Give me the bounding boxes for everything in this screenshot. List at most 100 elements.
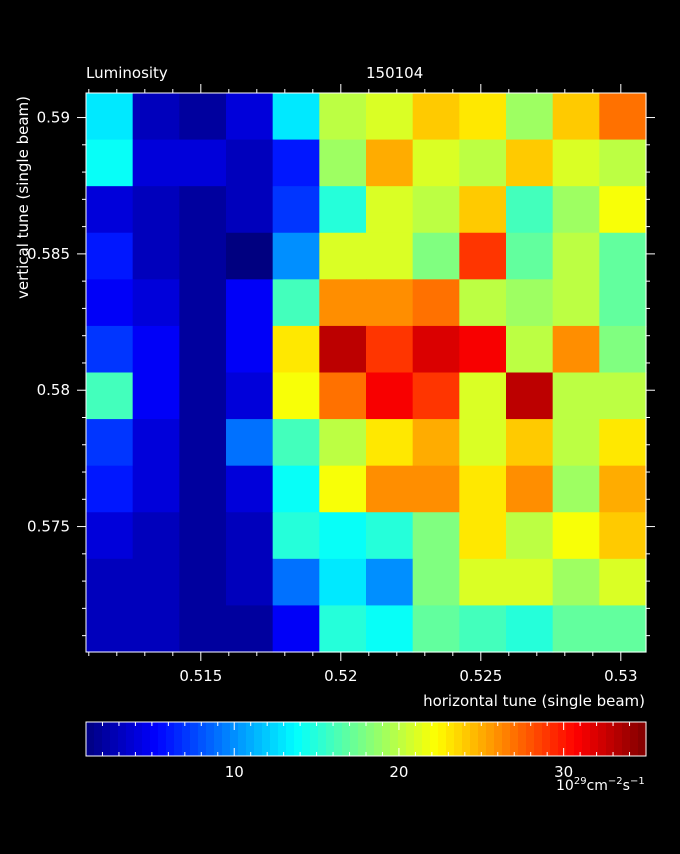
colorbar-step xyxy=(262,722,271,756)
heatmap-cell xyxy=(319,558,367,607)
heatmap-cell xyxy=(599,279,647,327)
heatmap-cell xyxy=(272,372,320,420)
heatmap-cell xyxy=(132,512,180,560)
colorbar-step xyxy=(390,722,399,756)
heatmap-cell xyxy=(552,93,600,141)
colorbar-step xyxy=(438,722,447,756)
colorbar-step xyxy=(422,722,431,756)
colorbar-step xyxy=(486,722,495,756)
heatmap-cell xyxy=(272,232,320,280)
colorbar-step xyxy=(526,722,535,756)
heatmap-cell xyxy=(506,279,554,327)
heatmap-cell xyxy=(506,512,554,560)
heatmap-cell xyxy=(412,465,460,513)
heatmap-cell xyxy=(319,139,367,187)
x-tick-label: 0.52 xyxy=(324,667,357,685)
colorbar-step xyxy=(518,722,527,756)
colorbar-step xyxy=(358,722,367,756)
heatmap-cell xyxy=(179,558,227,607)
colorbar-step xyxy=(574,722,583,756)
colorbar-step xyxy=(166,722,175,756)
heatmap-cell xyxy=(459,93,507,141)
heatmap-cell xyxy=(412,279,460,327)
heatmap-cell xyxy=(226,605,274,653)
heatmap-cell xyxy=(412,232,460,280)
colorbar-step xyxy=(398,722,407,756)
heatmap-cell xyxy=(319,419,367,467)
heatmap-cell xyxy=(552,139,600,187)
colorbar-step xyxy=(318,722,327,756)
heatmap-cell xyxy=(86,372,134,420)
colorbar-step xyxy=(374,722,383,756)
colorbar-step xyxy=(622,722,631,756)
heatmap-cell xyxy=(506,372,554,420)
heatmap-cells xyxy=(86,93,647,653)
colorbar-step xyxy=(86,722,95,756)
y-tick-label: 0.59 xyxy=(37,109,70,127)
colorbar-step xyxy=(582,722,591,756)
heatmap-cell xyxy=(366,605,414,653)
heatmap-cell xyxy=(599,186,647,234)
heatmap-cell xyxy=(459,419,507,467)
colorbar-step xyxy=(630,722,639,756)
heatmap-cell xyxy=(412,325,460,374)
heatmap-cell xyxy=(366,372,414,420)
colorbar-step xyxy=(342,722,351,756)
colorbar-step xyxy=(406,722,415,756)
plot-frame xyxy=(85,92,647,653)
colorbar-step xyxy=(510,722,519,756)
heatmap-cell xyxy=(272,325,320,374)
heatmap-cell xyxy=(226,512,274,560)
colorbar-step xyxy=(142,722,151,756)
colorbar-tick-label: 10 xyxy=(225,763,244,781)
colorbar-step xyxy=(230,722,239,756)
colorbar-step xyxy=(158,722,167,756)
heatmap-cell xyxy=(272,419,320,467)
heatmap-cell xyxy=(179,279,227,327)
heatmap-cell xyxy=(599,139,647,187)
colorbar-step xyxy=(454,722,463,756)
heatmap-cell xyxy=(599,325,647,374)
heatmap-cell xyxy=(366,279,414,327)
heatmap-cell xyxy=(132,186,180,234)
heatmap-cell xyxy=(272,139,320,187)
heatmap-cell xyxy=(226,279,274,327)
heatmap-cell xyxy=(459,279,507,327)
heatmap-cell xyxy=(459,372,507,420)
heatmap-cell xyxy=(506,419,554,467)
heatmap-cell xyxy=(179,465,227,513)
colorbar-step xyxy=(350,722,359,756)
colorbar-step xyxy=(150,722,159,756)
heatmap-cell xyxy=(366,139,414,187)
heatmap-cell xyxy=(506,325,554,374)
colorbar-step xyxy=(566,722,575,756)
heatmap-cell xyxy=(459,512,507,560)
colorbar-unit: 1029cm−2s−1 xyxy=(556,776,645,794)
heatmap-cell xyxy=(552,465,600,513)
unit-cm-exponent: −2 xyxy=(608,776,623,787)
colorbar-step xyxy=(502,722,511,756)
colorbar-step xyxy=(118,722,127,756)
heatmap-cell xyxy=(179,186,227,234)
heatmap-cell xyxy=(366,419,414,467)
heatmap-cell xyxy=(132,419,180,467)
x-tick-label: 0.53 xyxy=(604,667,637,685)
colorbar-step xyxy=(198,722,207,756)
heatmap-cell xyxy=(599,512,647,560)
heatmap-cell xyxy=(272,512,320,560)
heatmap-cell xyxy=(179,232,227,280)
heatmap-cell xyxy=(132,605,180,653)
heatmap-cell xyxy=(86,605,134,653)
colorbar-step xyxy=(366,722,375,756)
unit-exponent: 29 xyxy=(574,776,587,787)
colorbar-step xyxy=(414,722,423,756)
heatmap-cell xyxy=(226,465,274,513)
heatmap-cell xyxy=(272,186,320,234)
heatmap-cell xyxy=(179,605,227,653)
heatmap-cell xyxy=(226,325,274,374)
x-tick-label: 0.525 xyxy=(459,667,502,685)
heatmap-cell xyxy=(459,605,507,653)
heatmap-cell xyxy=(366,186,414,234)
colorbar-step xyxy=(286,722,295,756)
heatmap-cell xyxy=(86,558,134,607)
